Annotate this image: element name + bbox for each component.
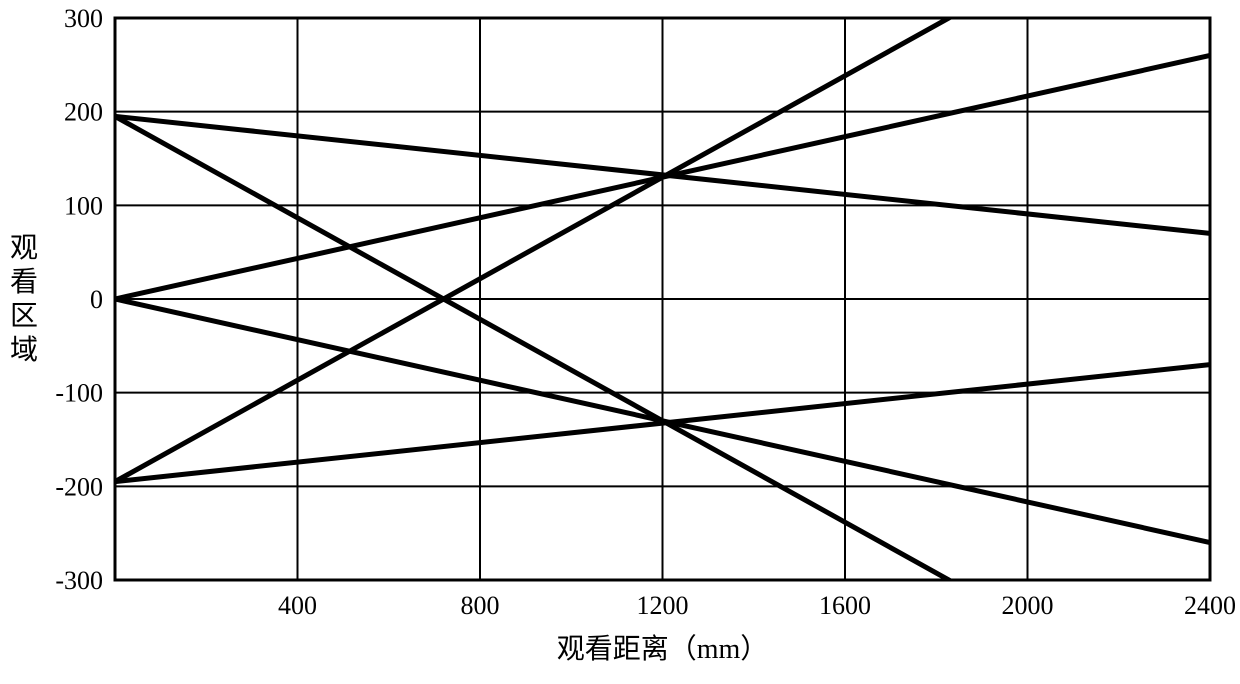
y-tick-label: -100 xyxy=(55,379,103,408)
x-tick-label: 1200 xyxy=(637,591,689,620)
y-axis-label: 观 xyxy=(10,233,38,264)
x-axis-label: 观看距离（mm） xyxy=(557,633,769,665)
y-axis-label: 看 xyxy=(10,266,38,298)
y-tick-label: 200 xyxy=(64,98,103,127)
y-axis-label: 区 xyxy=(10,301,38,332)
x-tick-label: 2000 xyxy=(1002,591,1054,620)
y-tick-label: -300 xyxy=(55,566,103,595)
line-chart: 400 800 1200 1600 2000 2400 -300 -200 -100 0 100 20… xyxy=(0,0,1240,684)
chart-container: 400 800 1200 1600 2000 2400 -300 -200 -100 0 100 20… xyxy=(0,0,1240,684)
y-tick-label: 300 xyxy=(64,4,103,33)
y-axis-label: 域 xyxy=(10,334,38,366)
x-tick-label: 400 xyxy=(278,591,317,620)
y-tick-label: 100 xyxy=(64,191,103,220)
x-tick-label: 2400 xyxy=(1184,591,1236,620)
x-tick-label: 1600 xyxy=(819,591,871,620)
x-tick-label: 800 xyxy=(461,591,500,620)
y-tick-label: -200 xyxy=(55,472,103,501)
y-tick-label: 0 xyxy=(90,285,103,314)
